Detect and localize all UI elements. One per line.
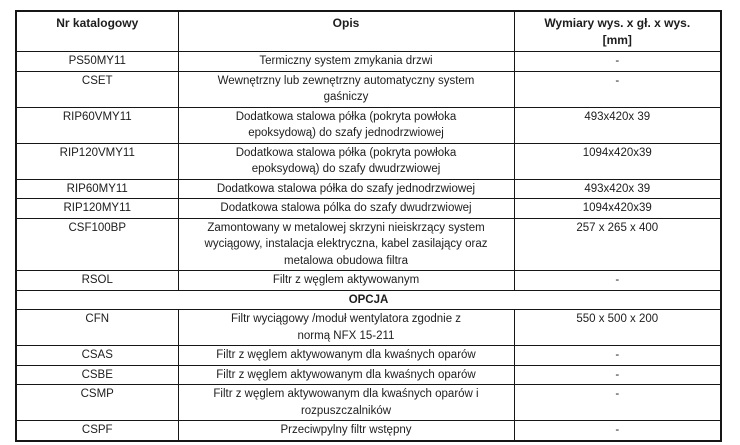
dimensions-cell: 493x420x 39 (513, 106, 722, 144)
col-header-description: Opis (177, 10, 515, 52)
table-row: RSOL Filtr z węglem aktywowanym - (15, 270, 722, 291)
dimensions-cell: 493x420x 39 (513, 178, 722, 199)
table-row: PS50MY11 Termiczny system zmykania drzwi… (15, 51, 722, 72)
table-row: CFN Filtr wyciągowy /moduł wentylatora z… (15, 309, 722, 346)
description-cell: Dodatkowa stalowa półka (pokryta powłoka… (177, 142, 515, 180)
header-row: Nr katalogowy Opis Wymiary wys. x gł. x … (15, 10, 722, 52)
table-row: RIP120VMY11 Dodatkowa stalowa półka (pok… (15, 142, 722, 180)
table-header: Nr katalogowy Opis Wymiary wys. x gł. x … (15, 10, 722, 52)
description-cell: Termiczny system zmykania drzwi (177, 51, 515, 72)
table-body-main: PS50MY11 Termiczny system zmykania drzwi… (15, 51, 722, 291)
dimensions-cell: - (513, 270, 722, 291)
catalog-number-cell: PS50MY11 (15, 51, 179, 72)
dimensions-cell: 550 x 500 x 200 (513, 309, 722, 346)
catalog-number-cell: CSAS (15, 345, 179, 366)
dimensions-cell: - (513, 345, 722, 366)
catalog-number-cell: CFN (15, 309, 179, 346)
table-row: CSAS Filtr z węglem aktywowanym dla kwaś… (15, 345, 722, 366)
dimensions-cell: - (513, 364, 722, 385)
table-row: CSPF Przeciwpylny filtr wstępny - (15, 420, 722, 441)
col-header-dimensions: Wymiary wys. x gł. x wys. [mm] (513, 10, 722, 52)
catalog-number-cell: CSBE (15, 364, 179, 385)
col-header-catalog-number: Nr katalogowy (15, 10, 179, 52)
description-cell: Dodatkowa stalowa półka do szafy jednodr… (177, 178, 515, 199)
table-row: RIP60MY11 Dodatkowa stalowa półka do sza… (15, 178, 722, 199)
catalog-number-cell: CSET (15, 70, 179, 108)
product-catalog-table: Nr katalogowy Opis Wymiary wys. x gł. x … (15, 10, 722, 442)
description-cell: Filtr z węglem aktywowanym dla kwaśnych … (177, 384, 515, 421)
table-row: RIP60VMY11 Dodatkowa stalowa półka (pokr… (15, 106, 722, 144)
dimensions-cell: - (513, 384, 722, 421)
description-cell: Dodatkowa stalowa pólka do szafy dwudrzw… (177, 198, 515, 219)
catalog-number-cell: CSMP (15, 384, 179, 421)
description-cell: Filtr z węglem aktywowanym (177, 270, 515, 291)
table-row: CSET Wewnętrzny lub zewnętrzny automatyc… (15, 70, 722, 108)
description-cell: Filtr wyciągowy /moduł wentylatora zgodn… (177, 309, 515, 346)
dimensions-cell: - (513, 51, 722, 72)
description-cell: Przeciwpylny filtr wstępny (177, 420, 515, 441)
section-header-opcja: OPCJA (15, 289, 722, 310)
catalog-number-cell: RIP120VMY11 (15, 142, 179, 180)
table-row: CSF100BP Zamontowany w metalowej skrzyni… (15, 217, 722, 271)
catalog-number-cell: RIP120MY11 (15, 198, 179, 219)
dimensions-cell: - (513, 420, 722, 441)
section-header-row: OPCJA (15, 289, 722, 310)
table-row: CSBE Filtr z węglem aktywowanym dla kwaś… (15, 364, 722, 385)
catalog-number-cell: RSOL (15, 270, 179, 291)
catalog-number-cell: CSF100BP (15, 217, 179, 271)
dimensions-cell: 1094x420x39 (513, 198, 722, 219)
catalog-number-cell: RIP60VMY11 (15, 106, 179, 144)
dimensions-cell: 1094x420x39 (513, 142, 722, 180)
table-row: RIP120MY11 Dodatkowa stalowa pólka do sz… (15, 198, 722, 219)
table-row: CSMP Filtr z węglem aktywowanym dla kwaś… (15, 384, 722, 421)
description-cell: Filtr z węglem aktywowanym dla kwaśnych … (177, 364, 515, 385)
dimensions-cell: 257 x 265 x 400 (513, 217, 722, 271)
description-cell: Dodatkowa stalowa półka (pokryta powłoka… (177, 106, 515, 144)
table-section-divider: OPCJA (15, 289, 722, 310)
description-cell: Filtr z węglem aktywowanym dla kwaśnych … (177, 345, 515, 366)
catalog-number-cell: RIP60MY11 (15, 178, 179, 199)
description-cell: Zamontowany w metalowej skrzyni nieiskrz… (177, 217, 515, 271)
dimensions-cell: - (513, 70, 722, 108)
table-body-opcja: CFN Filtr wyciągowy /moduł wentylatora z… (15, 309, 722, 441)
description-cell: Wewnętrzny lub zewnętrzny automatyczny s… (177, 70, 515, 108)
catalog-number-cell: CSPF (15, 420, 179, 441)
